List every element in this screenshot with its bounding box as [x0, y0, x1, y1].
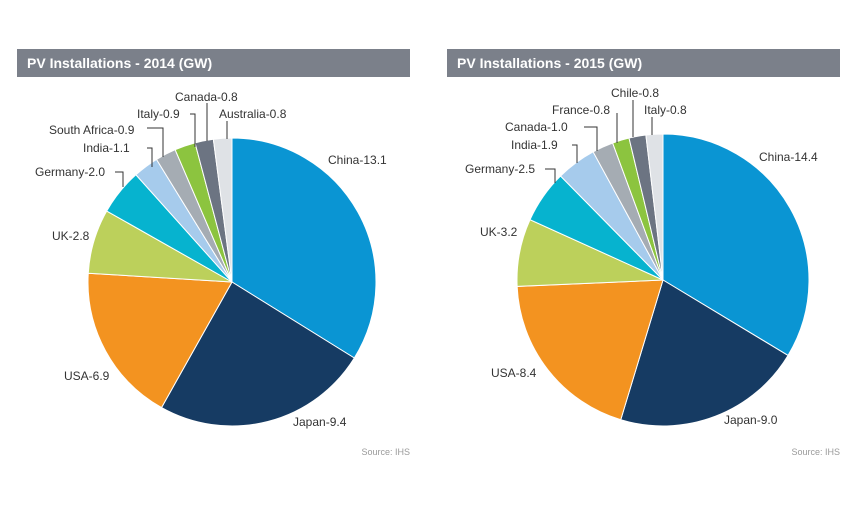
slice-label: UK-3.2: [480, 225, 518, 239]
slice-label: Canada-1.0: [505, 120, 568, 134]
leader-line: [545, 168, 556, 183]
slice-label: USA-8.4: [491, 366, 537, 380]
pie-slice: [620, 279, 789, 427]
chart-title: PV Installations - 2014 (GW): [17, 49, 410, 77]
pie-slice: [212, 137, 233, 283]
slice-label: China-13.1: [328, 153, 387, 167]
leader-line: [115, 171, 124, 187]
slice-label: Canada-0.8: [175, 90, 238, 104]
slice-label: Australia-0.8: [219, 107, 287, 121]
pie-slice: [645, 133, 664, 281]
slice-label: China-14.4: [759, 150, 818, 164]
slice-label: Japan-9.4: [293, 415, 347, 429]
pie-slice: [87, 272, 233, 409]
slice-label: France-0.8: [552, 103, 610, 117]
pie-slice: [160, 281, 355, 427]
pie-chart-2015: PV Installations - 2015 (GW) China-14.4 J…: [447, 49, 840, 469]
pie-slice: [231, 137, 377, 359]
leader-line: [147, 127, 164, 157]
leader-line: [190, 113, 196, 147]
pie-chart-2014: PV Installations - 2014 (GW) China-13.1 J…: [17, 49, 410, 469]
leader-line: [572, 144, 578, 163]
source-label: Source: IHS: [361, 447, 410, 457]
slice-label: Chile-0.8: [611, 86, 659, 100]
slice-label: Japan-9.0: [724, 413, 778, 427]
slice-label: Italy-0.8: [644, 103, 687, 117]
pie-plot: China-13.1 Japan-9.4 USA-6.9 UK-2.8 Germany-…: [35, 90, 387, 429]
chart-title: PV Installations - 2015 (GW): [447, 49, 840, 77]
slice-label: Germany-2.5: [465, 162, 535, 176]
slice-label: USA-6.9: [64, 369, 110, 383]
leader-line: [584, 126, 598, 151]
slice-label: India-1.9: [511, 138, 558, 152]
slice-label: UK-2.8: [52, 229, 90, 243]
pie-slice: [516, 279, 664, 421]
slice-label: Italy-0.9: [137, 107, 180, 121]
slice-label: South Africa-0.9: [49, 123, 135, 137]
pie-plot: China-14.4 Japan-9.0 USA-8.4 UK-3.2 Germany-…: [465, 86, 818, 427]
source-label: Source: IHS: [791, 447, 840, 457]
pie-slice: [662, 133, 810, 357]
slice-label: Germany-2.0: [35, 165, 105, 179]
slice-label: India-1.1: [83, 141, 130, 155]
leader-line: [147, 147, 153, 167]
